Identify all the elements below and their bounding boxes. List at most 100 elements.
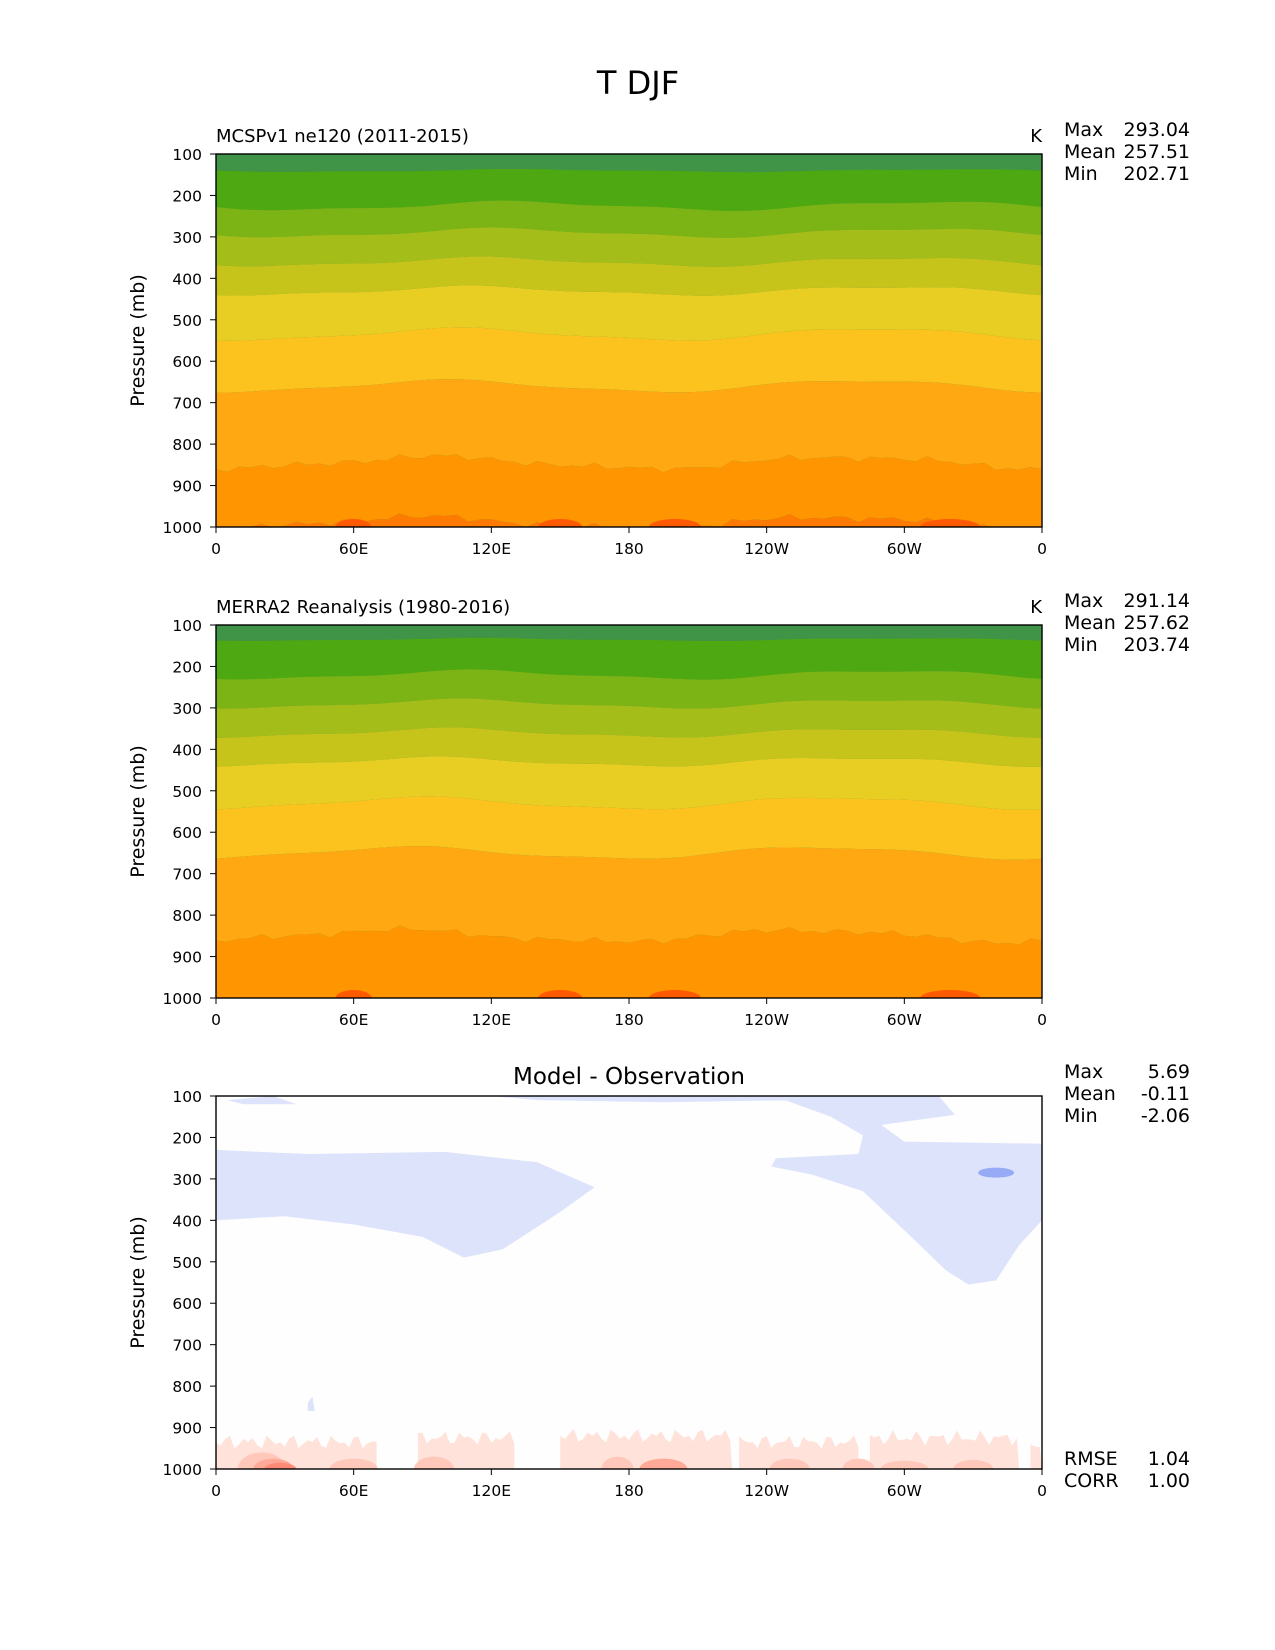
x-tick-label: 120W: [744, 1011, 789, 1029]
positive-anomaly-region: [413, 1456, 454, 1469]
y-tick-label: 400: [172, 741, 202, 759]
contour-band-220: [216, 200, 1042, 238]
x-tick-label: 0: [211, 1011, 221, 1029]
contour-band-295: [335, 990, 372, 998]
stat-min-value: -2.06: [1141, 1105, 1190, 1127]
y-tick-label: 500: [172, 1254, 202, 1272]
y-tick-label: 500: [172, 312, 202, 330]
y-tick-label: 1000: [163, 1461, 202, 1479]
x-tick-label: 0: [211, 1482, 221, 1500]
panel-title: MCSPv1 ne120 (2011-2015): [216, 126, 469, 147]
stat-min-label: Min: [1064, 163, 1098, 185]
stat-mean-label: Mean: [1064, 612, 1116, 634]
contour-band-295: [538, 519, 583, 527]
y-tick-label: 900: [172, 949, 202, 967]
x-tick-label: 60E: [339, 1482, 369, 1500]
stat-rmse-value: 1.04: [1148, 1448, 1190, 1470]
negative-anomaly-region: [978, 1167, 1015, 1178]
y-tick-label: 1000: [163, 990, 202, 1008]
contour-band-295: [920, 990, 981, 998]
y-tick-label: 600: [172, 1295, 202, 1313]
stat-mean-value: 257.62: [1124, 612, 1190, 634]
y-tick-label: 200: [172, 1129, 202, 1147]
positive-anomaly-region: [880, 1460, 929, 1469]
contour-band-210: [216, 169, 1042, 211]
positive-anomaly-region: [264, 1462, 297, 1469]
figure-title: T DJF: [596, 64, 679, 102]
contour-band-295: [538, 990, 583, 998]
y-tick-label: 400: [172, 1212, 202, 1230]
contour-band-210: [216, 637, 1042, 680]
stat-max-label: Max: [1064, 590, 1103, 612]
stat-max-label: Max: [1064, 1061, 1103, 1083]
stat-mean-label: Mean: [1064, 141, 1116, 163]
y-tick-label: 300: [172, 700, 202, 718]
stat-mean-label: Mean: [1064, 1083, 1116, 1105]
y-tick-label: 300: [172, 229, 202, 247]
x-tick-label: 0: [211, 540, 221, 558]
contour-band-295: [335, 519, 372, 527]
contour-band-295: [648, 990, 701, 998]
difference-field: [216, 1096, 1042, 1469]
x-tick-label: 120E: [472, 1011, 511, 1029]
contour-band-260: [216, 796, 1042, 860]
y-tick-label: 1000: [163, 519, 202, 537]
x-tick-label: 0: [1037, 1482, 1047, 1500]
contour-band-250: [216, 285, 1042, 341]
y-axis-label: Pressure (mb): [127, 1216, 149, 1349]
panel-units: K: [1030, 126, 1043, 147]
positive-anomaly-region: [869, 1430, 1020, 1469]
positive-anomaly-region: [769, 1458, 810, 1469]
contour-band-270: [216, 379, 1042, 473]
y-tick-label: 900: [172, 478, 202, 496]
contour-band-290: [237, 513, 1032, 527]
y-tick-label: 900: [172, 1420, 202, 1438]
stat-min-label: Min: [1064, 634, 1098, 656]
y-tick-label: 700: [172, 395, 202, 413]
y-axis-label: Pressure (mb): [127, 745, 149, 878]
stat-mean-value: 257.51: [1124, 141, 1190, 163]
negative-anomaly-region: [491, 1096, 802, 1103]
stat-min-label: Min: [1064, 1105, 1098, 1127]
x-tick-label: 120E: [472, 1482, 511, 1500]
positive-anomaly-region: [739, 1435, 859, 1469]
stat-max-value: 291.14: [1124, 590, 1190, 612]
contour-band-230: [216, 698, 1042, 738]
contour-band-295: [648, 519, 701, 527]
y-tick-label: 400: [172, 270, 202, 288]
y-tick-label: 700: [172, 866, 202, 884]
x-tick-label: 180: [614, 540, 644, 558]
y-tick-label: 200: [172, 658, 202, 676]
stats-block: Max 291.14 Mean 257.62 Min 203.74: [1064, 590, 1190, 656]
stat-corr-value: 1.00: [1148, 1470, 1190, 1492]
x-tick-label: 180: [614, 1482, 644, 1500]
contour-band-260: [216, 327, 1042, 393]
contour-band-295: [920, 519, 981, 527]
contour-band-240: [216, 256, 1042, 296]
contour-band-240: [216, 727, 1042, 767]
stat-max-value: 293.04: [1124, 119, 1190, 141]
panel-3: Model - Observation 100 200 300 400 500 600 700…: [127, 1061, 1190, 1500]
panel-2: MERRA2 Reanalysis (1980-2016) K 100 200 300 4…: [127, 590, 1190, 1029]
positive-anomaly-region: [1030, 1444, 1042, 1469]
y-tick-label: 100: [172, 1088, 202, 1106]
x-tick-label: 0: [1037, 540, 1047, 558]
stat-max-value: 5.69: [1148, 1061, 1190, 1083]
x-tick-label: 120W: [744, 1482, 789, 1500]
y-tick-label: 700: [172, 1337, 202, 1355]
contour-band-270: [216, 846, 1042, 945]
positive-anomaly-region: [842, 1458, 875, 1469]
contour-band-280: [216, 925, 1042, 998]
stat-min-value: 202.71: [1124, 163, 1190, 185]
x-tick-label: 60W: [887, 1482, 922, 1500]
negative-anomaly-region: [216, 1149, 595, 1258]
y-tick-label: 200: [172, 187, 202, 205]
positive-anomaly-region: [560, 1429, 733, 1469]
y-tick-label: 500: [172, 783, 202, 801]
y-tick-label: 800: [172, 1378, 202, 1396]
y-tick-label: 800: [172, 907, 202, 925]
stats-block: Max 5.69 Mean -0.11 Min -2.06 RMSE 1.04 CORR 1.00: [1064, 1061, 1190, 1492]
y-tick-label: 100: [172, 617, 202, 635]
contour-field: [216, 625, 1042, 998]
